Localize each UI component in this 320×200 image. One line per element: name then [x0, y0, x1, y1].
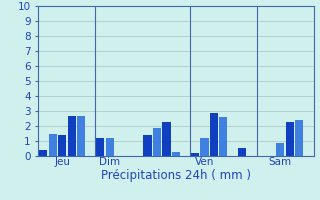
Bar [286, 121, 294, 156]
Bar [143, 135, 152, 156]
Bar [39, 150, 47, 156]
X-axis label: Précipitations 24h ( mm ): Précipitations 24h ( mm ) [101, 169, 251, 182]
Bar [163, 121, 171, 156]
Bar [49, 134, 57, 156]
Bar [191, 153, 199, 156]
Bar [276, 142, 284, 156]
Bar [106, 138, 114, 156]
Bar [153, 128, 161, 156]
Bar [220, 117, 228, 156]
Bar [200, 138, 209, 156]
Bar [77, 116, 85, 156]
Bar [238, 148, 246, 156]
Bar [96, 138, 104, 156]
Bar [295, 120, 303, 156]
Bar [68, 116, 76, 156]
Bar [172, 152, 180, 156]
Bar [58, 135, 66, 156]
Bar [210, 112, 218, 156]
